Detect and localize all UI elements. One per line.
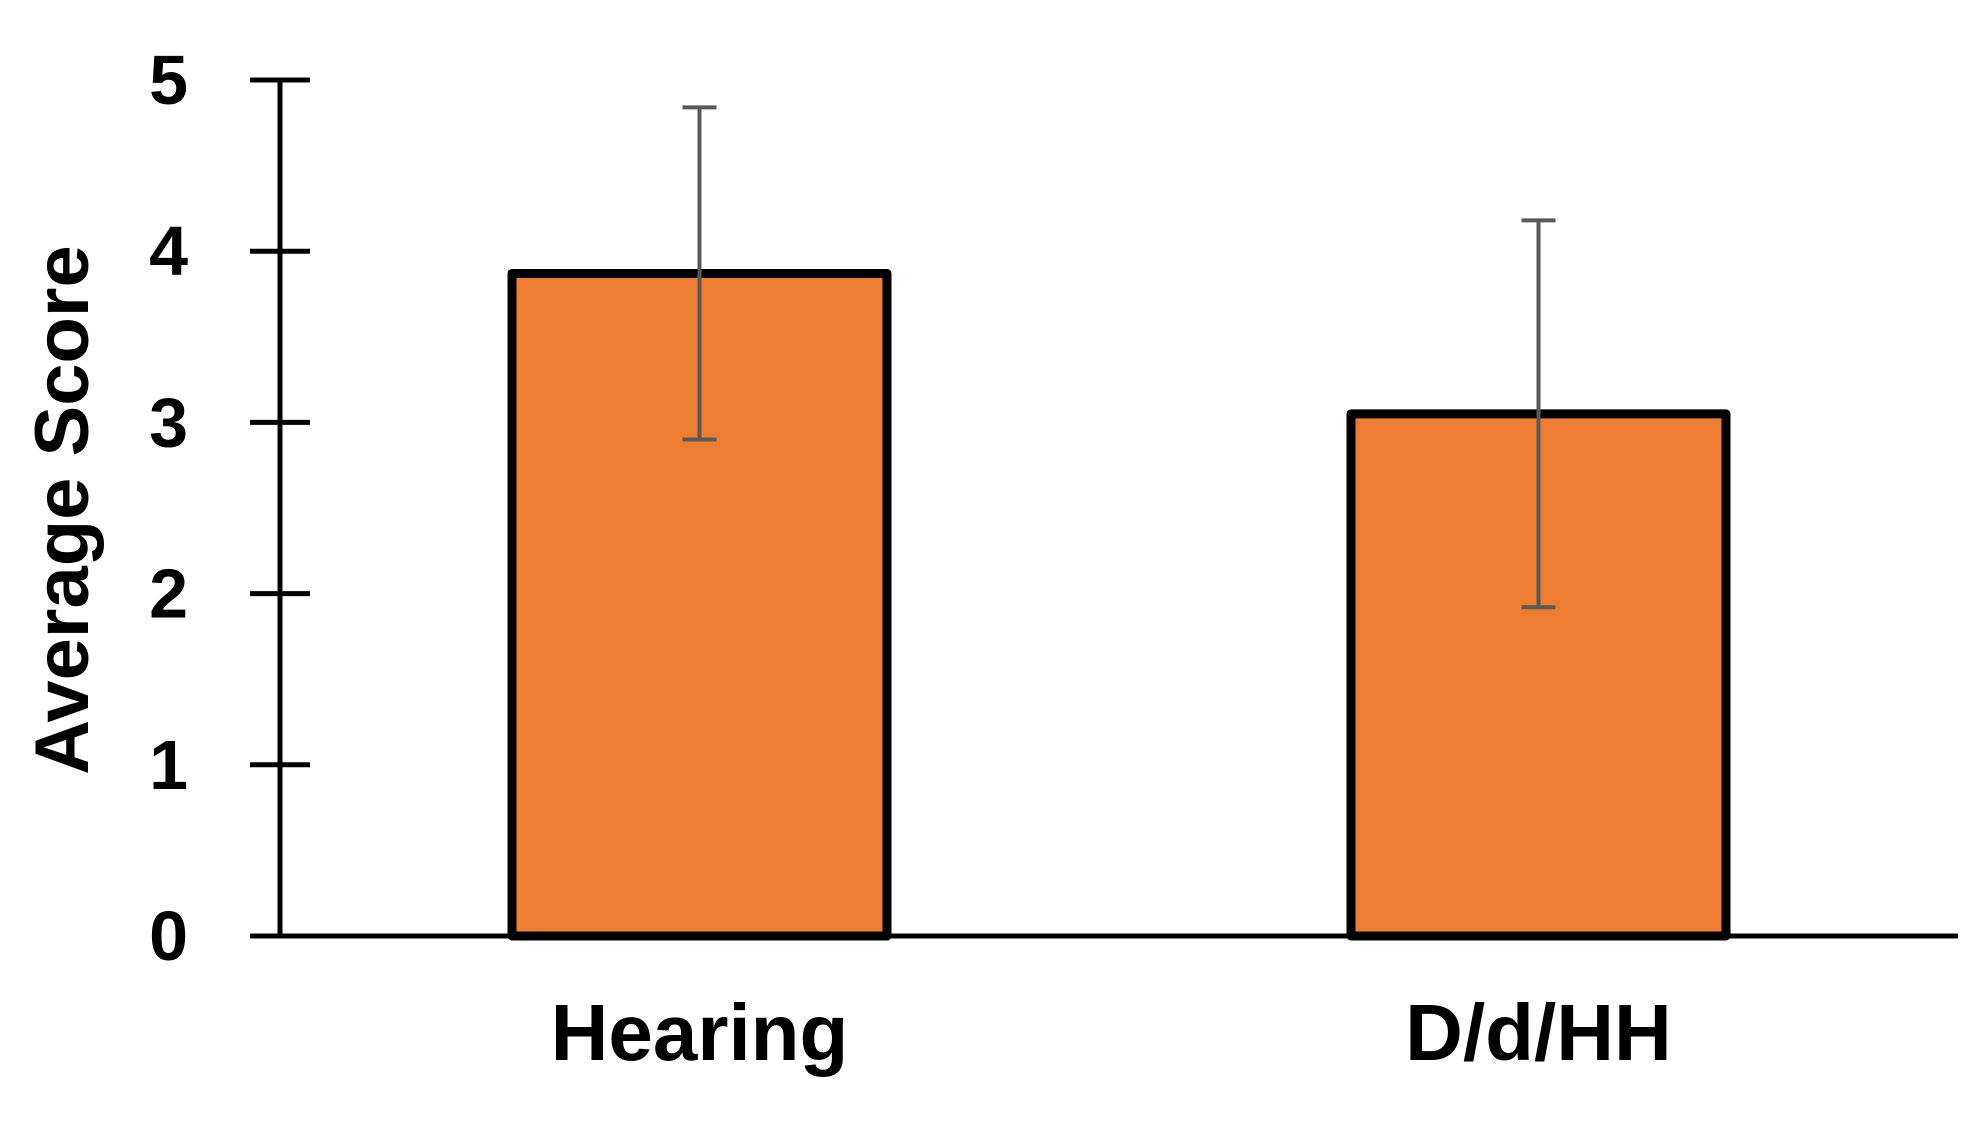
y-tick-label: 5 bbox=[149, 41, 188, 119]
y-tick-label: 2 bbox=[149, 555, 188, 633]
x-category-label: Hearing bbox=[551, 988, 849, 1077]
x-category-label: D/d/HH bbox=[1405, 988, 1672, 1077]
x-axis-labels: Hearing D/d/HH bbox=[551, 988, 1672, 1077]
y-axis: 0 1 2 3 4 5 bbox=[149, 41, 310, 975]
y-tick-label: 0 bbox=[149, 897, 188, 975]
error-bars bbox=[682, 105, 1556, 610]
bars bbox=[507, 268, 1731, 941]
y-tick-label: 1 bbox=[149, 726, 188, 804]
y-tick-label: 3 bbox=[149, 383, 188, 461]
y-axis-title: Average Score bbox=[20, 245, 105, 774]
y-tick-label: 4 bbox=[149, 212, 188, 290]
